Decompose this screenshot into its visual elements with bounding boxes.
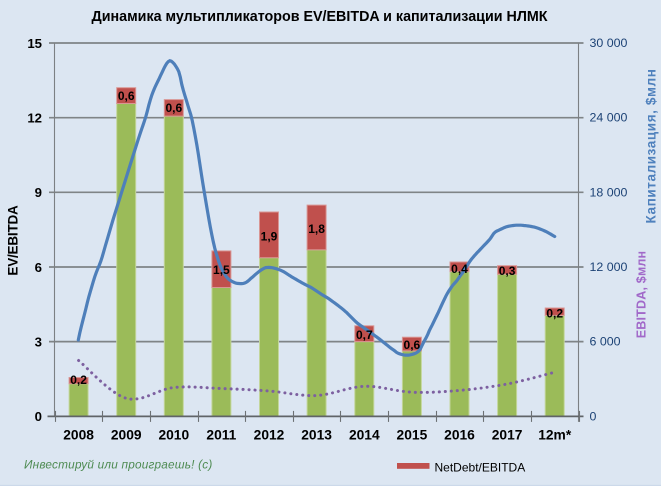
svg-text:9: 9	[35, 185, 42, 200]
svg-text:0: 0	[590, 409, 597, 423]
svg-text:3: 3	[35, 334, 42, 349]
svg-text:2008: 2008	[63, 428, 94, 443]
svg-text:2010: 2010	[158, 428, 189, 443]
svg-text:0,4: 0,4	[451, 262, 468, 276]
svg-text:1,8: 1,8	[308, 222, 325, 236]
svg-text:0,7: 0,7	[356, 328, 373, 342]
svg-text:2011: 2011	[206, 428, 236, 443]
svg-text:2013: 2013	[301, 428, 332, 443]
svg-text:2015: 2015	[397, 428, 428, 443]
svg-text:1,9: 1,9	[261, 229, 278, 243]
svg-text:EBITDA, $млн: EBITDA, $млн	[635, 251, 649, 339]
svg-text:0,6: 0,6	[165, 101, 182, 115]
svg-text:Капитализация, $млн: Капитализация, $млн	[644, 68, 659, 223]
svg-text:0: 0	[35, 409, 42, 424]
svg-text:0,6: 0,6	[118, 89, 135, 103]
svg-text:EV/EBITDA: EV/EBITDA	[6, 205, 21, 276]
svg-text:30 000: 30 000	[590, 36, 628, 50]
svg-text:2016: 2016	[444, 428, 475, 443]
svg-text:6 000: 6 000	[590, 335, 621, 349]
svg-text:12 000: 12 000	[590, 260, 628, 274]
svg-text:2014: 2014	[349, 428, 380, 443]
svg-text:NetDebt/EBITDA: NetDebt/EBITDA	[435, 461, 526, 475]
svg-text:0,2: 0,2	[70, 373, 87, 387]
svg-text:Динамика мультипликаторов EV/E: Динамика мультипликаторов EV/EBITDA и ка…	[92, 9, 548, 25]
svg-text:1,5: 1,5	[213, 263, 230, 277]
svg-text:2009: 2009	[111, 428, 142, 443]
svg-text:2017: 2017	[492, 428, 523, 443]
svg-text:12: 12	[27, 111, 42, 126]
svg-text:24 000: 24 000	[590, 111, 628, 125]
svg-text:0,6: 0,6	[404, 338, 421, 352]
svg-text:0,3: 0,3	[499, 264, 516, 278]
svg-text:Инвестируй или проиграешь! (с): Инвестируй или проиграешь! (с)	[24, 458, 212, 472]
svg-text:0,2: 0,2	[546, 307, 563, 321]
svg-text:2012: 2012	[254, 428, 285, 443]
svg-text:12m*: 12m*	[538, 428, 572, 443]
svg-text:6: 6	[35, 260, 42, 275]
svg-text:18 000: 18 000	[590, 185, 628, 199]
svg-text:15: 15	[27, 36, 42, 51]
